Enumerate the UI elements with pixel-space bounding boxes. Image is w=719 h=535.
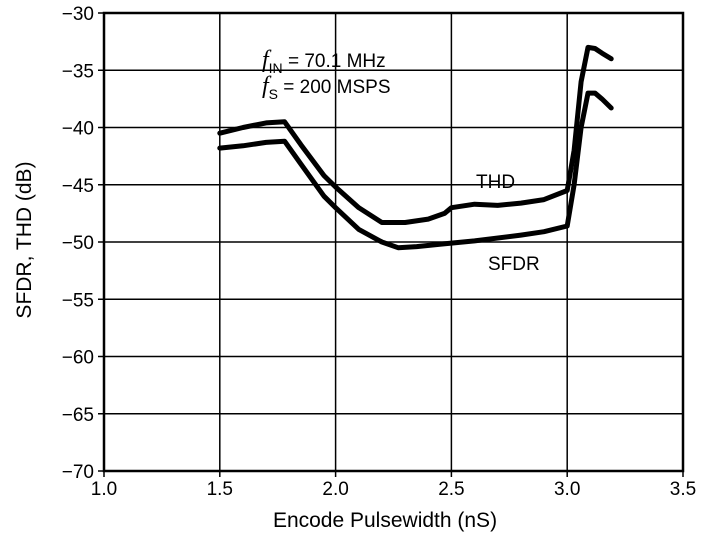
y-tick-label: −55 (62, 290, 94, 311)
y-tick-labels: −30 −35 −40 −45 −50 −55 −60 −65 −70 (62, 4, 94, 483)
series-lines (217, 44, 614, 251)
x-tick-label: 2.0 (322, 479, 348, 500)
y-tick-label: −50 (62, 233, 94, 254)
y-tick-label: −30 (62, 4, 94, 25)
grid-lines (104, 13, 683, 471)
y-tick-label: −45 (62, 176, 94, 197)
x-tick-label: 1.0 (91, 479, 117, 500)
fin-annotation: fIN = 70.1 MHz (262, 47, 386, 76)
y-tick-label: −65 (62, 405, 94, 426)
fs-annotation: fS = 200 MSPS (262, 73, 391, 102)
y-axis-label: SFDR, THD (dB) (13, 161, 36, 318)
y-tick-label: −40 (62, 119, 94, 140)
x-tick-labels: 1.0 1.5 2.0 2.5 3.0 3.5 (91, 479, 696, 500)
x-tick-label: 3.5 (670, 479, 696, 500)
x-tick-label: 2.5 (438, 479, 464, 500)
y-tick-label: −60 (62, 348, 94, 369)
series-line-thd (217, 44, 614, 225)
series-line-sfdr (217, 90, 614, 251)
conditions-annotation: fIN = 70.1 MHz fS = 200 MSPS (262, 47, 391, 102)
x-axis-label: Encode Pulsewidth (nS) (273, 509, 497, 532)
series-label-thd: THD (476, 172, 515, 193)
tick-marks (98, 12, 684, 477)
y-tick-label: −35 (62, 61, 94, 82)
x-tick-label: 1.5 (207, 479, 233, 500)
y-tick-label: −70 (62, 462, 94, 483)
x-tick-label: 3.0 (554, 479, 580, 500)
series-label-sfdr: SFDR (488, 254, 540, 275)
